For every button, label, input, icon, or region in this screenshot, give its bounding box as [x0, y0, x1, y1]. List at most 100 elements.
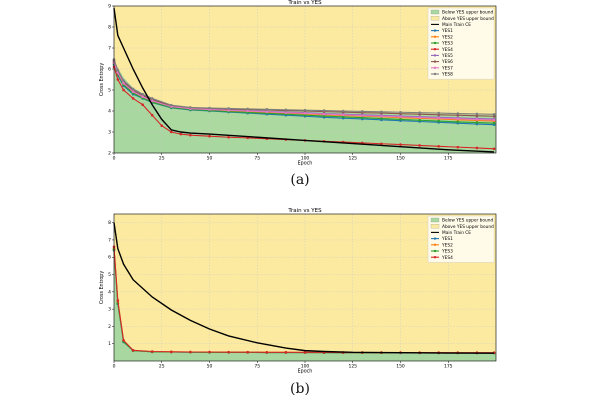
legend-below-swatch — [430, 217, 440, 223]
x-tick-label: 100 — [301, 156, 310, 162]
main-train-ce-line — [113, 8, 495, 153]
legend-yes3-marker — [433, 41, 437, 45]
series-point-yes7 — [361, 114, 364, 117]
series-point-yes7 — [380, 114, 383, 118]
series-point-yes8 — [208, 106, 211, 110]
x-tick-label: 75 — [254, 156, 260, 162]
series-line-yes8 — [113, 59, 495, 115]
y-tick-label: 5 — [108, 88, 111, 94]
x-tick-label: 150 — [396, 156, 405, 162]
below-fill — [114, 60, 496, 153]
series-point-yes8 — [246, 107, 249, 111]
series-point-yes7 — [246, 109, 249, 113]
series-point-yes4 — [116, 299, 120, 302]
series-point-yes8 — [170, 103, 173, 107]
legend-yes3-label: YES3 — [441, 41, 453, 47]
series-point-yes8 — [131, 87, 135, 91]
series-point-yes8 — [437, 111, 441, 115]
series-point-yes8 — [418, 111, 421, 114]
legend-below-label: Below YES upper bound — [442, 218, 493, 224]
series-point-yes4 — [418, 144, 421, 147]
series-point-yes8 — [227, 107, 230, 110]
series-point-yes8 — [122, 79, 125, 82]
series-point-yes7 — [437, 116, 441, 120]
series-point-yes6 — [475, 114, 479, 118]
series-point-yes4 — [116, 78, 120, 81]
series-point-yes8 — [341, 109, 345, 113]
series-point-yes4 — [189, 350, 192, 354]
chart-b: Train vs YES 0 25 50 75 100 125 150 175 1 2 3 4 5 6 7 8 E… — [0, 208, 600, 400]
legend-yes2-marker — [433, 35, 437, 38]
series-point-yes7 — [456, 117, 460, 121]
caption-a: (a) — [290, 172, 310, 188]
legend-yes1-label: YES1 — [441, 236, 453, 242]
series-point-yes4 — [246, 350, 249, 354]
series-point-yes4 — [208, 350, 211, 354]
series-point-yes3 — [437, 119, 441, 123]
series-point-yes4 — [160, 124, 164, 127]
series-point-yes8 — [492, 113, 496, 116]
chart-b-svg: Train vs YES 0 25 50 75 100 125 150 175 1 2 3 4 5 6 7 8 E… — [99, 208, 497, 375]
series-point-yes7 — [303, 112, 307, 115]
y-tick-label: 8 — [108, 220, 111, 226]
legend-yes7-marker — [433, 66, 437, 70]
series-point-yes7 — [284, 111, 288, 114]
series-point-yes7 — [418, 116, 421, 119]
series-point-yes4 — [131, 348, 135, 352]
series-point-yes4 — [189, 133, 192, 137]
series-point-yes4 — [492, 147, 496, 151]
series-point-yes3 — [303, 113, 307, 117]
series-point-yes8 — [284, 108, 288, 112]
series-point-yes4 — [170, 130, 173, 134]
chart-title: Train vs YES — [287, 208, 322, 214]
x-axis-label: Epoch — [298, 369, 313, 375]
legend-above-label: Above YES upper bound — [442, 224, 494, 230]
series-point-yes8 — [475, 112, 479, 116]
series-point-yes7 — [131, 90, 135, 93]
legend-yes8-label: YES8 — [441, 72, 453, 78]
series-point-yes3 — [380, 117, 383, 120]
series-point-yes4 — [141, 103, 144, 106]
series-point-yes4 — [122, 338, 125, 342]
caption-b: (b) — [290, 381, 310, 397]
legend-yes3-marker — [433, 249, 437, 253]
legend-yes2-label: YES2 — [441, 242, 453, 248]
y-tick-label: 7 — [108, 237, 111, 243]
series-point-yes7 — [150, 99, 154, 103]
y-tick-label: 2 — [108, 324, 111, 330]
series-point-yes8 — [189, 106, 192, 109]
series-point-yes4 — [284, 351, 288, 354]
chart-title: Train vs YES — [287, 0, 322, 6]
series-point-yes8 — [322, 109, 326, 112]
y-tick-label: 1 — [108, 341, 111, 347]
y-axis-label: Cross Entropy — [99, 63, 105, 96]
legend-yes2-label: YES2 — [441, 34, 453, 40]
series-point-yes3 — [341, 115, 345, 119]
legend-below-swatch — [430, 9, 440, 15]
series-point-yes8 — [303, 108, 307, 112]
legend-below-label: Below YES upper bound — [442, 10, 493, 16]
legend-yes6-marker — [433, 60, 437, 63]
series-point-yes4 — [208, 134, 211, 138]
legend-main-label: Main Train CE — [442, 22, 471, 28]
series-point-yes4 — [170, 350, 173, 354]
series-point-yes4 — [475, 146, 479, 150]
series-point-yes8 — [380, 110, 383, 114]
x-tick-label: 50 — [207, 364, 213, 370]
y-tick-label: 8 — [108, 25, 111, 31]
legend-main-label: Main Train CE — [442, 230, 471, 236]
legend-yes6-label: YES6 — [441, 59, 453, 65]
legend-yes1-label: YES1 — [441, 28, 453, 34]
y-tick-label: 7 — [108, 46, 111, 52]
legend-yes1-marker — [433, 29, 437, 32]
legend-yes4-marker — [433, 48, 437, 51]
x-tick-label: 125 — [348, 364, 357, 370]
x-tick-label: 25 — [159, 364, 165, 370]
legend-yes8-marker — [433, 72, 437, 76]
series-point-yes3 — [361, 116, 364, 120]
series-point-yes4 — [150, 350, 154, 353]
series-point-yes4 — [399, 143, 402, 146]
legend-yes2-marker — [433, 243, 437, 246]
x-tick-label: 0 — [113, 156, 116, 162]
series-point-yes3 — [456, 120, 460, 124]
